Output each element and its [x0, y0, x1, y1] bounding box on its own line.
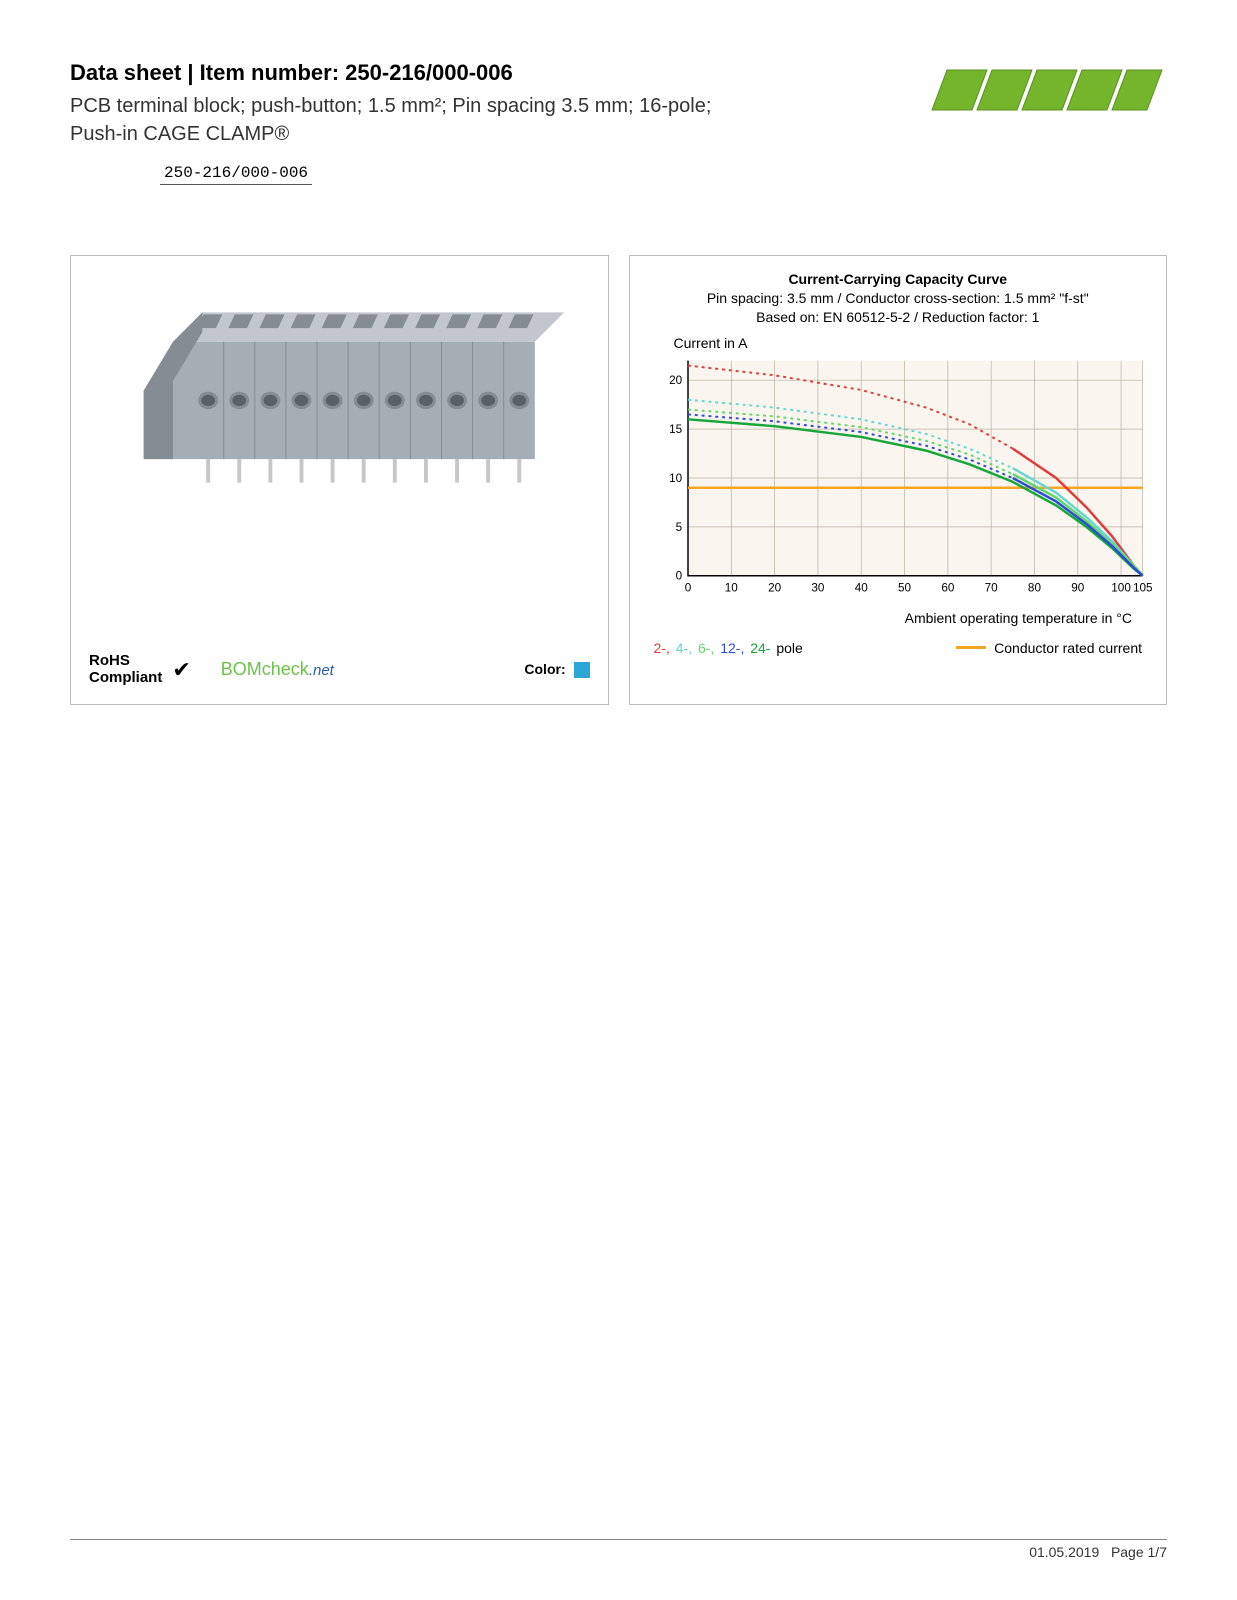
bomcheck-suffix: .net	[309, 662, 334, 679]
wago-logo	[927, 60, 1167, 120]
bomcheck-text: BOMcheck	[221, 659, 309, 679]
chart-legend: 2-, 4-, 6-, 12-, 24- pole Conductor rate…	[644, 640, 1153, 656]
svg-text:20: 20	[669, 374, 683, 387]
description-line-2: Push-in CAGE CLAMP®	[70, 120, 927, 148]
title-sep: |	[181, 60, 199, 85]
svg-text:10: 10	[669, 472, 683, 485]
header-text: Data sheet | Item number: 250-216/000-00…	[70, 60, 927, 185]
chart-titles: Current-Carrying Capacity Curve Pin spac…	[644, 270, 1153, 327]
svg-text:20: 20	[768, 581, 782, 594]
badge-row: RoHS Compliant ✔ BOMcheck.net Color:	[89, 653, 590, 686]
rohs-badge: RoHS Compliant	[89, 653, 162, 686]
svg-text:50: 50	[898, 581, 912, 594]
color-label-text: Color:	[524, 661, 565, 677]
legend-series-item: 12-,	[720, 640, 748, 656]
title-item-label: Item number:	[200, 60, 339, 85]
rohs-line-1: RoHS	[89, 653, 162, 670]
footer-page: Page 1/7	[1111, 1544, 1167, 1560]
svg-text:0: 0	[675, 569, 682, 582]
legend-series-item: 4-,	[676, 640, 696, 656]
svg-text:0: 0	[684, 581, 691, 594]
legend-series-item: 6-,	[698, 640, 718, 656]
svg-text:5: 5	[675, 520, 682, 533]
page-footer: 01.05.2019 Page 1/7	[70, 1539, 1167, 1560]
item-number-badge: 250-216/000-006	[160, 162, 312, 185]
bomcheck-badge: BOMcheck.net	[221, 659, 334, 680]
chart-svg: 10 20 30 40 50 60 70 80 90 100105 0 5 10 15 20 0	[644, 353, 1153, 603]
svg-text:70: 70	[984, 581, 998, 594]
product-render	[85, 270, 594, 570]
title-item-number: 250-216/000-006	[345, 60, 513, 85]
rohs-line-2: Compliant	[89, 670, 162, 687]
svg-text:90: 90	[1071, 581, 1085, 594]
legend-rated-line-icon	[956, 646, 986, 649]
title-prefix: Data sheet	[70, 60, 181, 85]
svg-text:10: 10	[724, 581, 738, 594]
svg-text:100: 100	[1111, 581, 1131, 594]
chart-subtitle-1: Pin spacing: 3.5 mm / Conductor cross-se…	[644, 289, 1153, 308]
svg-text:40: 40	[854, 581, 868, 594]
y-axis-label: Current in A	[674, 335, 1153, 351]
svg-text:60: 60	[941, 581, 955, 594]
product-panel: RoHS Compliant ✔ BOMcheck.net Color:	[70, 255, 609, 705]
header: Data sheet | Item number: 250-216/000-00…	[70, 60, 1167, 185]
footer-date: 01.05.2019	[1029, 1544, 1099, 1560]
x-axis-label: Ambient operating temperature in °C	[644, 610, 1133, 626]
chart-panel: Current-Carrying Capacity Curve Pin spac…	[629, 255, 1168, 705]
svg-text:30: 30	[811, 581, 825, 594]
legend-series-item: 24-	[750, 640, 774, 656]
description-line-1: PCB terminal block; push-button; 1.5 mm²…	[70, 92, 927, 120]
color-label: Color:	[524, 661, 589, 678]
svg-text:105: 105	[1132, 581, 1152, 594]
svg-text:15: 15	[669, 423, 683, 436]
check-icon: ✔	[172, 657, 190, 683]
svg-text:80: 80	[1027, 581, 1041, 594]
legend-rated: Conductor rated current	[956, 640, 1142, 656]
legend-series-item: 2-,	[654, 640, 674, 656]
legend-series-suffix: pole	[776, 640, 802, 656]
color-swatch	[574, 662, 590, 678]
chart-subtitle-2: Based on: EN 60512-5-2 / Reduction facto…	[644, 308, 1153, 327]
legend-rated-label: Conductor rated current	[994, 640, 1142, 656]
page-title: Data sheet | Item number: 250-216/000-00…	[70, 60, 927, 86]
legend-series: 2-, 4-, 6-, 12-, 24- pole	[654, 640, 805, 656]
panels-row: RoHS Compliant ✔ BOMcheck.net Color: Cur…	[70, 255, 1167, 705]
chart-title: Current-Carrying Capacity Curve	[644, 270, 1153, 289]
